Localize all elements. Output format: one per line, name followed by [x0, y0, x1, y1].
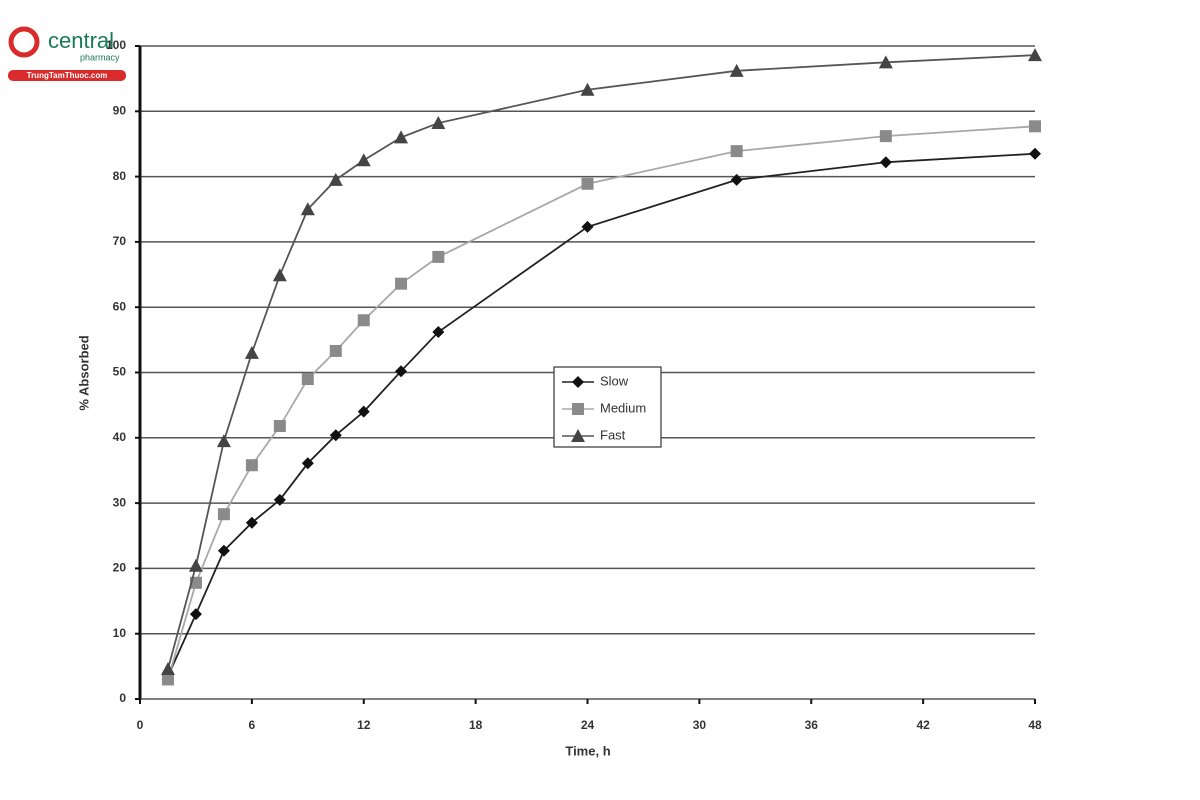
marker: [394, 130, 409, 144]
series-line: [167, 54, 1036, 670]
logo-site: TrungTamThuoc.com: [27, 71, 108, 80]
marker: [730, 145, 743, 158]
marker: [161, 673, 174, 686]
marker: [431, 116, 446, 130]
x-axis-label: Time, h: [565, 743, 610, 758]
y-tick-label: 50: [113, 365, 127, 379]
marker: [729, 63, 744, 77]
marker: [329, 344, 342, 357]
marker: [730, 173, 743, 186]
marker: [217, 508, 230, 521]
marker: [273, 420, 286, 433]
legend-label: Medium: [600, 400, 646, 415]
logo-brand: central: [48, 28, 114, 53]
x-tick-label: 24: [581, 718, 595, 732]
marker: [272, 268, 287, 282]
x-tick-label: 12: [357, 718, 371, 732]
marker: [301, 457, 314, 470]
x-tick-label: 6: [249, 718, 256, 732]
marker: [217, 544, 230, 557]
marker: [581, 220, 594, 233]
marker: [328, 172, 343, 186]
series-line: [167, 152, 1036, 677]
marker: [879, 156, 892, 169]
marker: [189, 608, 202, 621]
legend-label: Slow: [600, 373, 629, 388]
marker: [273, 493, 286, 506]
logo: central pharmacy TrungTamThuoc.com: [8, 26, 126, 81]
marker: [1028, 48, 1042, 62]
marker: [580, 82, 595, 96]
y-tick-label: 100: [106, 38, 126, 52]
legend-box: [553, 366, 662, 448]
logo-band: [8, 70, 126, 81]
logo-icon: [8, 26, 40, 58]
legend-marker: [571, 429, 585, 442]
marker: [1029, 120, 1041, 133]
y-tick-label: 60: [113, 299, 127, 313]
y-tick-label: 70: [113, 234, 127, 248]
marker: [432, 250, 445, 263]
legend-marker: [572, 403, 584, 415]
marker: [216, 434, 231, 448]
y-tick-label: 20: [113, 561, 127, 575]
marker: [432, 326, 445, 339]
marker: [357, 314, 370, 327]
x-tick-label: 18: [469, 718, 483, 732]
y-tick-label: 90: [113, 103, 127, 117]
logo-sub: pharmacy: [80, 52, 120, 62]
legend-label: Fast: [600, 427, 626, 442]
y-tick-label: 80: [113, 169, 127, 183]
marker: [188, 558, 203, 572]
marker: [878, 55, 893, 69]
marker: [160, 661, 175, 675]
marker: [356, 153, 371, 167]
marker: [879, 130, 892, 143]
marker: [301, 373, 314, 386]
legend-marker: [572, 376, 584, 388]
marker: [245, 459, 258, 472]
series-line: [167, 125, 1036, 680]
marker: [395, 365, 408, 378]
marker: [581, 177, 594, 190]
x-tick-label: 36: [805, 718, 819, 732]
marker: [245, 516, 258, 529]
marker: [300, 202, 315, 216]
x-tick-label: 48: [1028, 718, 1042, 732]
y-tick-label: 30: [113, 495, 127, 509]
y-axis-label: % Absorbed: [76, 335, 91, 410]
marker: [329, 429, 342, 442]
x-tick-label: 0: [137, 718, 144, 732]
marker: [244, 345, 259, 359]
y-tick-label: 40: [113, 430, 127, 444]
x-tick-label: 42: [916, 718, 930, 732]
marker: [1029, 147, 1041, 160]
y-tick-label: 10: [113, 626, 127, 640]
x-tick-label: 30: [693, 718, 707, 732]
marker: [395, 277, 408, 290]
marker: [357, 405, 370, 418]
y-tick-label: 0: [119, 691, 126, 705]
